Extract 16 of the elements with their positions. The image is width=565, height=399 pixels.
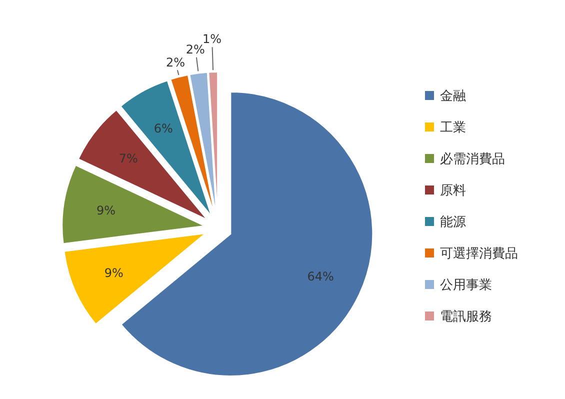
data-label: 64% <box>307 269 334 284</box>
data-label: 1% <box>202 32 222 46</box>
data-label: 6% <box>154 122 173 136</box>
legend-label: 可選擇消費品 <box>440 246 518 262</box>
data-label: 7% <box>118 151 138 166</box>
legend-label: 必需消費品 <box>440 152 505 167</box>
legend-label: 原料 <box>440 184 466 198</box>
data-label: 2% <box>166 55 185 70</box>
legend-label: 電訊服務 <box>440 310 492 324</box>
legend-label: 公用事業 <box>440 278 492 293</box>
legend-label: 工業 <box>440 120 466 136</box>
data-label: 9% <box>96 203 116 218</box>
legend-label: 能源 <box>440 215 466 230</box>
data-label: 9% <box>104 266 124 280</box>
data-label: 2% <box>186 42 205 56</box>
legend-label: 金融 <box>440 89 466 104</box>
